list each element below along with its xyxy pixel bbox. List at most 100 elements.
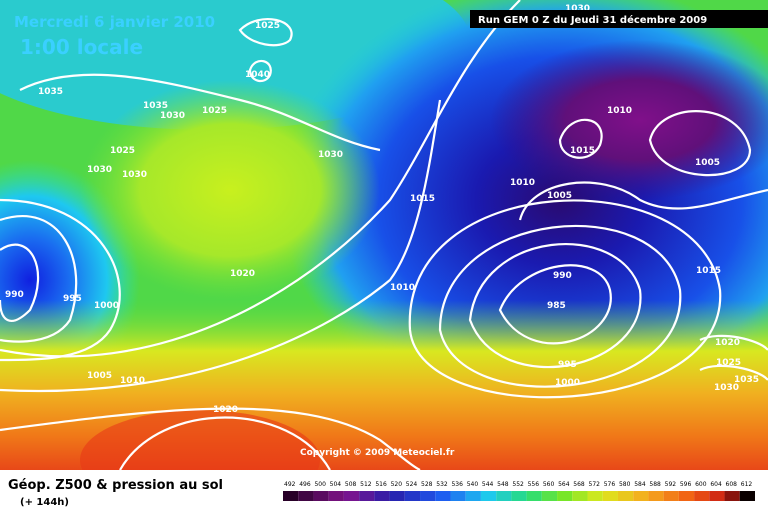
color-swatch <box>541 491 558 501</box>
isobar-label: 1020 <box>213 405 238 415</box>
color-swatch <box>511 491 527 501</box>
isobar-label: 1005 <box>547 191 572 201</box>
color-label: 568 <box>573 481 585 488</box>
color-swatch <box>343 491 360 501</box>
color-label: 544 <box>482 481 494 488</box>
color-label: 612 <box>741 481 753 488</box>
isobar-label: 1035 <box>38 87 63 97</box>
color-label: 588 <box>649 481 661 488</box>
copyright: Copyright © 2009 Meteociel.fr <box>300 448 455 458</box>
color-label: 576 <box>604 481 616 488</box>
isobar-label: 995 <box>63 294 82 304</box>
isobar-label: 1030 <box>160 111 185 121</box>
color-swatch <box>389 491 405 501</box>
color-label: 584 <box>634 481 646 488</box>
field <box>80 80 380 300</box>
isobar-label: 1010 <box>607 106 632 116</box>
color-label: 536 <box>451 481 463 488</box>
color-label: 500 <box>314 481 326 488</box>
color-swatch <box>496 491 512 501</box>
isobar-label: 1025 <box>202 106 227 116</box>
run-box <box>470 10 768 28</box>
color-label: 564 <box>558 481 570 488</box>
isobar-label: 1025 <box>716 358 741 368</box>
color-swatch <box>694 491 710 501</box>
isobar-label: 1035 <box>143 101 168 111</box>
color-swatch <box>526 491 542 501</box>
time: 1:00 locale <box>20 35 143 59</box>
isobar-label: 1000 <box>94 301 119 311</box>
isobar-label: 1030 <box>318 150 343 160</box>
color-swatch <box>450 491 466 501</box>
color-swatch <box>572 491 588 501</box>
color-label: 608 <box>726 481 738 488</box>
isobar-label: 1035 <box>734 375 759 385</box>
isobar-label: 1025 <box>110 146 135 156</box>
color-label: 512 <box>360 481 372 488</box>
isobar-label: 1030 <box>87 165 112 175</box>
color-label: 596 <box>680 481 692 488</box>
color-label: 572 <box>589 481 601 488</box>
color-label: 540 <box>467 481 479 488</box>
title: Mercredi 6 janvier 2010 <box>14 13 215 31</box>
color-swatch <box>313 491 329 501</box>
color-swatch <box>328 491 344 501</box>
color-swatch <box>283 491 299 501</box>
field <box>490 40 768 200</box>
color-label: 516 <box>375 481 387 488</box>
color-label: 556 <box>528 481 540 488</box>
isobar-label: 1010 <box>510 178 535 188</box>
color-label: 504 <box>330 481 342 488</box>
color-label: 528 <box>421 481 433 488</box>
color-label: 532 <box>436 481 448 488</box>
color-swatch <box>663 491 679 501</box>
color-label: 592 <box>665 481 677 488</box>
color-swatch <box>724 491 740 501</box>
color-label: 520 <box>391 481 403 488</box>
isobar-label: 985 <box>547 301 566 311</box>
isobar-label: 1000 <box>555 378 580 388</box>
footer-lead: (+ 144h) <box>20 497 69 508</box>
color-swatch <box>648 491 664 501</box>
isobar-label: 990 <box>553 271 572 281</box>
isobar-label: 995 <box>558 360 577 370</box>
color-swatch <box>480 491 497 501</box>
color-swatch <box>617 491 634 501</box>
isobar-label: 1025 <box>255 21 280 31</box>
isobar-label: 1005 <box>695 158 720 168</box>
color-label: 548 <box>497 481 509 488</box>
color-swatch <box>359 491 375 501</box>
color-swatch <box>465 491 481 501</box>
color-swatch <box>587 491 603 501</box>
isobar-label: 1010 <box>120 376 145 386</box>
isobar-label: 1030 <box>714 383 739 393</box>
color-label: 560 <box>543 481 555 488</box>
run: Run GEM 0 Z du Jeudi 31 décembre 2009 <box>478 14 707 26</box>
color-label: 604 <box>710 481 722 488</box>
isobar-label: 1010 <box>390 283 415 293</box>
isobar-label: 1015 <box>410 194 435 204</box>
header: Mercredi 6 janvier 2010 1:00 locale Run … <box>14 10 768 59</box>
isobar-label: 1030 <box>565 4 590 14</box>
color-swatch <box>739 491 755 501</box>
color-label: 580 <box>619 481 631 488</box>
color-swatch <box>678 491 695 501</box>
color-label: 552 <box>512 481 524 488</box>
color-swatch <box>420 491 436 501</box>
color-label: 524 <box>406 481 418 488</box>
color-label: 492 <box>284 481 296 488</box>
color-label: 496 <box>299 481 311 488</box>
color-label: 508 <box>345 481 357 488</box>
color-swatch <box>374 491 390 501</box>
color-swatch <box>435 491 451 501</box>
isobar-label: 1040 <box>245 70 270 80</box>
isobars <box>0 0 768 399</box>
isobar-label: 1015 <box>570 146 595 156</box>
isobar-label: 1030 <box>122 170 147 180</box>
color-label: 600 <box>695 481 707 488</box>
color-swatch <box>557 491 573 501</box>
isobar-label: 1015 <box>696 266 721 276</box>
